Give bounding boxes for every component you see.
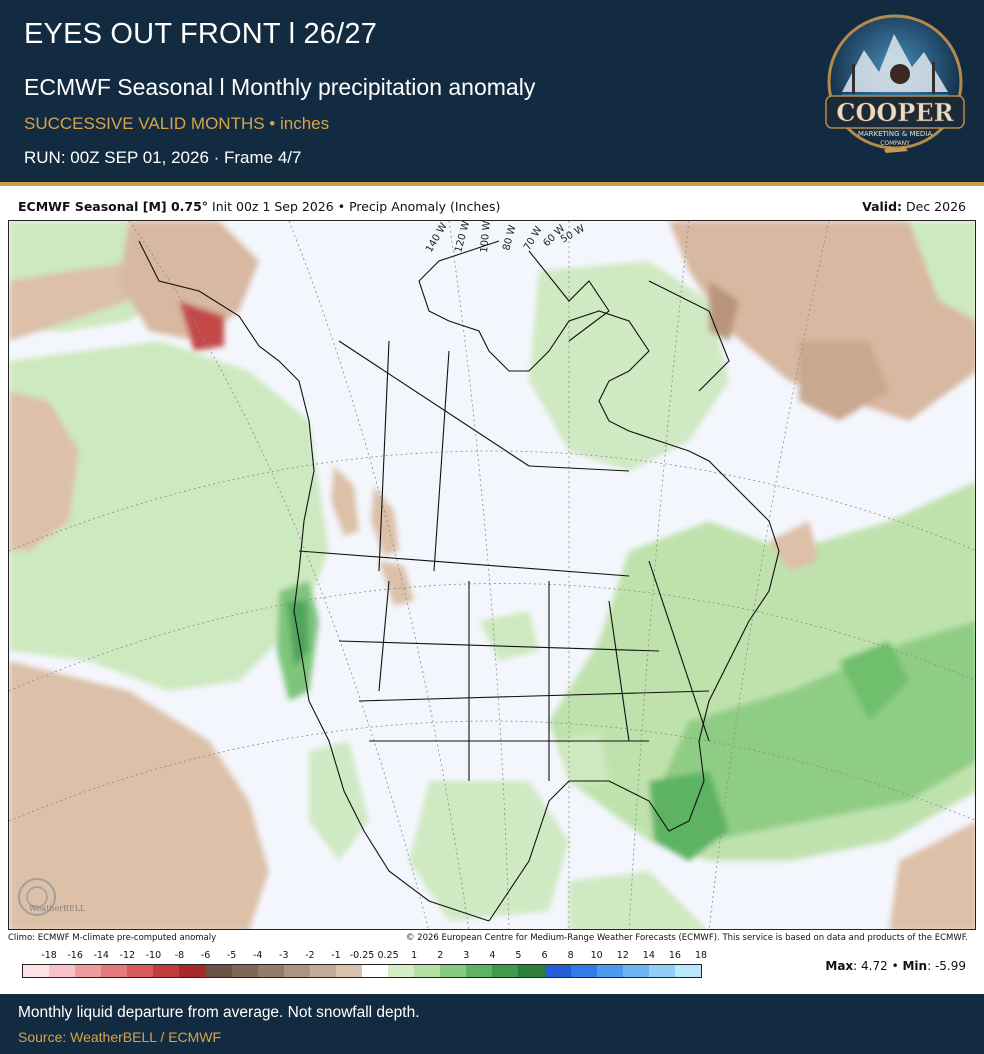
weatherbell-watermark: WeatherBELL	[18, 878, 86, 916]
colorbar-swatch	[570, 965, 597, 977]
colorbar: -18 -16 -14 -12 -10 -8 -6 -5 -4 -3 -2 -1 -0.25 0.25 1 2…	[22, 950, 707, 980]
min-value: -5.99	[934, 959, 966, 973]
colorbar-tick-label: -18	[41, 950, 57, 961]
colorbar-swatch	[75, 965, 102, 977]
colorbar-tick-label: -4	[252, 950, 263, 961]
footer-banner: Monthly liquid departure from average. N…	[0, 994, 984, 1054]
colorbar-swatch	[362, 965, 389, 977]
logo-main-text: COOPER	[836, 98, 954, 127]
footer-note: Monthly liquid departure from average. N…	[18, 1004, 420, 1021]
header-banner: EYES OUT FRONT l 26/27 ECMWF Seasonal l …	[0, 0, 984, 182]
lon-label: 100 W	[479, 221, 493, 253]
colorbar-tick-label: 3	[463, 950, 470, 961]
colorbar-tick-label: -2	[305, 950, 315, 961]
colorbar-swatch	[205, 965, 232, 977]
colorbar-swatch	[49, 965, 76, 977]
page-tagline: SUCCESSIVE VALID MONTHS • inches	[24, 114, 330, 133]
bullet-icon: •	[337, 199, 346, 214]
colorbar-swatch	[179, 965, 206, 977]
logo-sub-text2: COMPANY	[880, 140, 910, 147]
header-divider	[0, 182, 984, 186]
colorbar-swatch	[231, 965, 258, 977]
map-init-label: Init 00z 1 Sep 2026	[212, 199, 334, 214]
colorbar-swatch	[440, 965, 467, 977]
cooper-logo: COOPER MARKETING & MEDIA COMPANY	[825, 14, 965, 153]
colorbar-labels: -18 -16 -14 -12 -10 -8 -6 -5 -4 -3 -2 -1 -0.25 0.25 1 2…	[22, 950, 707, 962]
colorbar-tick-label: 1	[411, 950, 418, 961]
colorbar-tick-label: -8	[174, 950, 185, 961]
map-canvas: 140 W 120 W 100 W 80 W 70 W 60 W 50 W We…	[9, 221, 975, 929]
max-value: 4.72	[861, 959, 888, 973]
colorbar-swatches	[22, 964, 702, 978]
min-label: Min	[902, 959, 928, 973]
colorbar-swatch	[466, 965, 493, 977]
colorbar-tick-label: -0.25	[349, 950, 375, 961]
map-model-label: ECMWF Seasonal [M] 0.75°	[18, 199, 209, 214]
valid-value: Dec 2026	[906, 199, 966, 214]
colorbar-tick-label: -1	[331, 950, 341, 961]
colorbar-tick-label: 12	[616, 950, 629, 961]
colorbar-swatch	[492, 965, 519, 977]
max-min-readout: Max: 4.72 • Min: -5.99	[825, 959, 966, 973]
map-title-line: ECMWF Seasonal [M] 0.75° Init 00z 1 Sep …	[18, 199, 966, 217]
copyright-note: © 2026 European Centre for Medium-Range …	[405, 933, 968, 943]
colorbar-tick-label: 6	[541, 950, 548, 961]
colorbar-tick-label: -6	[200, 950, 211, 961]
colorbar-tick-label: 8	[567, 950, 574, 961]
colorbar-tick-label: -10	[145, 950, 162, 961]
colorbar-swatch	[648, 965, 675, 977]
max-label: Max	[825, 959, 854, 973]
precip-anomaly-map: 140 W 120 W 100 W 80 W 70 W 60 W 50 W We…	[8, 220, 976, 930]
colorbar-swatch	[101, 965, 128, 977]
page-subtitle: ECMWF Seasonal l Monthly precipitation a…	[24, 74, 536, 100]
colorbar-swatch	[309, 965, 336, 977]
valid-key: Valid:	[862, 199, 903, 214]
svg-text:WeatherBELL: WeatherBELL	[29, 904, 86, 913]
colorbar-tick-label: 0.25	[377, 950, 399, 961]
colorbar-tick-label: 10	[590, 950, 603, 961]
colorbar-tick-label: 16	[668, 950, 681, 961]
colorbar-tick-label: 14	[642, 950, 655, 961]
colorbar-tick-label: 4	[489, 950, 496, 961]
page-title: EYES OUT FRONT l 26/27	[24, 18, 378, 50]
colorbar-tick-label: -12	[119, 950, 136, 961]
colorbar-swatch	[335, 965, 363, 977]
colorbar-tick-label: -14	[93, 950, 109, 961]
footer-source: Source: WeatherBELL / ECMWF	[18, 1029, 222, 1045]
climo-note: Climo: ECMWF M-climate pre-computed anom…	[8, 933, 217, 943]
colorbar-swatch	[153, 965, 180, 977]
coastlines	[138, 240, 780, 922]
logo-sub-text: MARKETING & MEDIA	[858, 130, 933, 138]
map-product-label: Precip Anomaly (Inches)	[349, 199, 501, 214]
colorbar-tick-label: 2	[437, 950, 444, 961]
colorbar-swatch	[388, 965, 415, 977]
colorbar-swatch	[544, 965, 571, 977]
colorbar-swatch	[622, 965, 649, 977]
colorbar-tick-label: 5	[515, 950, 522, 961]
run-info: RUN: 00Z SEP 01, 2026 · Frame 4/7	[24, 148, 302, 167]
graticule	[9, 221, 975, 929]
colorbar-tick-label: -3	[279, 950, 289, 961]
bullet-icon: •	[891, 959, 899, 973]
colorbar-swatch	[414, 965, 441, 977]
colorbar-swatch	[127, 965, 154, 977]
colorbar-swatch	[257, 965, 284, 977]
colorbar-swatch	[23, 965, 50, 977]
anomaly-fill	[9, 221, 975, 929]
colorbar-tick-label: -16	[67, 950, 83, 961]
colorbar-swatch	[518, 965, 545, 977]
colorbar-swatch	[283, 965, 310, 977]
colorbar-tick-label: -5	[226, 950, 237, 961]
colorbar-swatch	[674, 965, 702, 977]
colorbar-swatch	[596, 965, 623, 977]
colorbar-tick-label: 18	[694, 950, 708, 961]
